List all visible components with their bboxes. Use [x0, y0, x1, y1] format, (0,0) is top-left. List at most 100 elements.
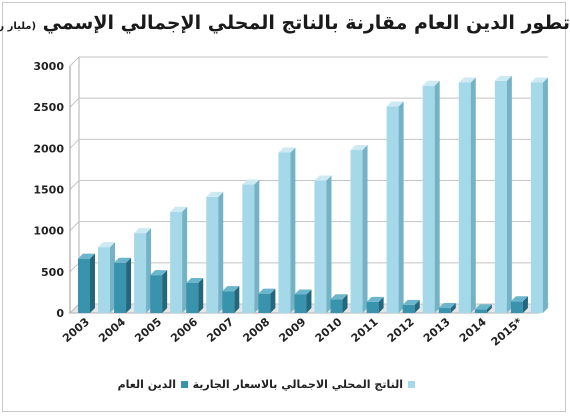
gridline	[69, 138, 548, 149]
bar-top-face	[366, 296, 384, 302]
bar-front-face	[402, 304, 415, 313]
chart-title: تطور الدين العام مقارنة بالناتج المحلي ا…	[0, 12, 570, 34]
bar-top-face	[458, 77, 476, 83]
bar-front-face	[314, 180, 327, 313]
bar-top-face	[314, 175, 332, 181]
bar-front-face	[150, 275, 163, 313]
legend-label-gdp: الناتج المحلي الاجمالي بالاسعار الجارية	[192, 378, 403, 391]
bar-top-face	[438, 303, 456, 309]
y-tick-label: 3000	[33, 60, 64, 73]
y-tick-label: 2500	[33, 101, 64, 114]
bar-top-face	[422, 80, 440, 86]
bar-top-face	[222, 286, 240, 292]
bar-side-face	[506, 75, 512, 313]
bar-side-face	[470, 77, 476, 313]
bar-top-face	[530, 77, 548, 83]
bar-side-face	[198, 277, 204, 313]
x-tick-label: 2009	[277, 315, 309, 345]
bar-front-face	[510, 301, 523, 313]
bar-top-face	[150, 270, 168, 276]
bar-gdp	[314, 175, 332, 313]
bar-front-face	[330, 299, 343, 313]
bar-side-face	[378, 296, 384, 313]
bar-side-face	[146, 228, 152, 313]
bar-side-face	[398, 101, 404, 314]
bar-side-face	[306, 289, 312, 313]
bar-public-debt	[438, 303, 456, 313]
bar-side-face	[414, 299, 420, 313]
y-tick-label: 0	[56, 307, 64, 320]
gridline	[69, 180, 548, 190]
bar-top-face	[330, 294, 348, 300]
chart-legend: الدين العام الناتج المحلي الاجمالي بالاس…	[0, 378, 570, 398]
bar-front-face	[494, 80, 507, 313]
x-tick-label: 2008	[241, 315, 273, 345]
bar-front-face	[458, 82, 471, 313]
bar-top-face	[114, 257, 132, 263]
bar-front-face	[242, 184, 255, 313]
bar-front-face	[206, 196, 219, 313]
chart-subtitle: (مليار ريال)	[0, 21, 37, 32]
bar-front-face	[294, 294, 307, 313]
bar-top-face	[510, 296, 528, 302]
y-tick-label: 500	[41, 266, 64, 279]
bar-front-face	[422, 85, 435, 313]
x-tick-label: 2004	[96, 315, 128, 345]
bar-gdp	[242, 179, 260, 313]
legend-swatch-gdp	[408, 381, 415, 388]
bar-side-face	[326, 175, 332, 313]
bar-side-face	[218, 191, 224, 313]
bar-top-face	[78, 253, 95, 259]
bar-side-face	[270, 288, 276, 313]
x-tick-label: 2015*	[489, 315, 525, 348]
bar-public-debt	[366, 296, 384, 313]
bar-public-debt	[294, 289, 312, 313]
bar-top-face	[206, 191, 224, 197]
bar-top-face	[386, 101, 404, 107]
bar-public-debt	[78, 253, 95, 313]
bar-gdp	[206, 191, 224, 313]
bar-side-face	[182, 206, 188, 313]
bar-front-face	[278, 152, 291, 313]
chart-title-text: تطور الدين العام مقارنة بالناتج المحلي ا…	[42, 12, 570, 34]
bar-gdp	[386, 101, 404, 314]
bar-front-face	[258, 293, 271, 313]
bar-side-face	[434, 80, 440, 313]
x-tick-label: 2006	[168, 315, 200, 345]
bar-top-face	[402, 299, 420, 305]
legend-item-gdp: الناتج المحلي الاجمالي بالاسعار الجارية	[193, 378, 415, 391]
bar-front-face	[386, 106, 399, 314]
x-tick-label: 2003	[60, 315, 92, 345]
bar-public-debt	[186, 277, 204, 313]
y-tick-label: 1500	[33, 184, 64, 197]
bar-side-face	[254, 179, 260, 313]
bar-side-face	[162, 270, 168, 313]
bar-public-debt	[258, 288, 276, 313]
bar-top-face	[474, 304, 492, 310]
bar-front-face	[530, 82, 543, 313]
bar-top-face	[294, 289, 312, 295]
bar-top-face	[350, 144, 368, 150]
bar-public-debt	[222, 286, 240, 313]
y-tick-label: 1000	[33, 225, 64, 238]
bar-public-debt	[402, 299, 420, 313]
bar-gdp	[98, 242, 115, 313]
bar-top-face	[134, 228, 152, 234]
bar-gdp	[170, 206, 188, 313]
bar-front-face	[438, 308, 451, 313]
bar-gdp	[458, 77, 476, 313]
x-tick-label: 2014	[457, 315, 489, 345]
bar-top-face	[278, 147, 296, 153]
bar-top-face	[242, 179, 260, 185]
x-tick-label: 2010	[313, 315, 345, 345]
bar-public-debt	[114, 257, 132, 313]
bar-side-face	[542, 77, 548, 313]
bar-side-face	[110, 242, 115, 313]
bar-front-face	[134, 233, 147, 313]
x-tick-label: 2005	[132, 315, 164, 345]
legend-item-public-debt: الدين العام	[118, 378, 188, 391]
bar-front-face	[366, 301, 379, 313]
bar-front-face	[186, 282, 199, 313]
legend-swatch-public-debt	[181, 381, 188, 388]
